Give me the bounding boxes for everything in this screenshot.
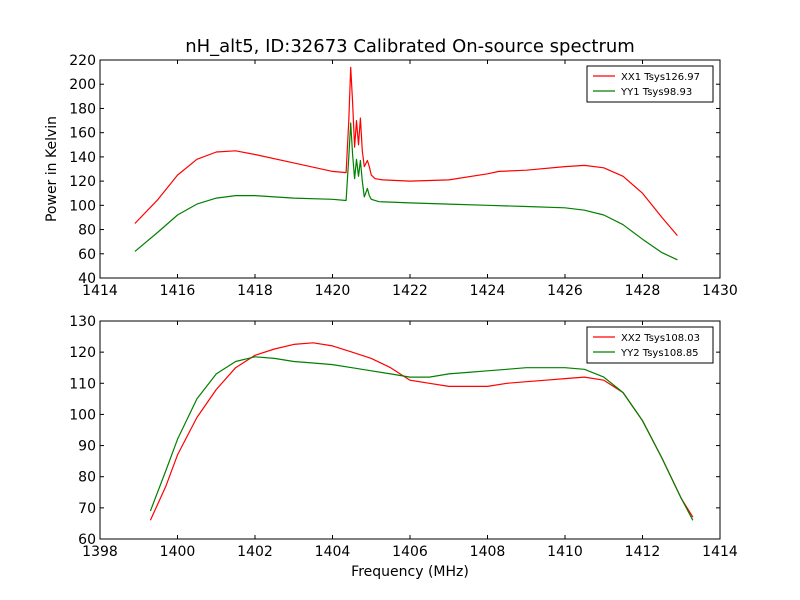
legend: XX2 Tsys108.03 YY2 Tsys108.85 xyxy=(586,326,714,364)
y-tick-label: 90 xyxy=(78,439,96,455)
x-tick-label: 1400 xyxy=(160,544,196,560)
y-axis-label: Power in Kelvin xyxy=(44,116,60,222)
legend: XX1 Tsys126.97 YY1 Tsys98.93 xyxy=(586,65,714,103)
series-line-1-2 xyxy=(134,122,678,261)
y-tick-label: 140 xyxy=(69,150,96,166)
x-tick-label: 1414 xyxy=(702,544,738,560)
figure-title: nH_alt5, ID:32673 Calibrated On-source s… xyxy=(185,36,635,57)
legend-entry: XX2 Tsys108.03 xyxy=(621,333,700,344)
series-line-2-1 xyxy=(149,342,694,521)
y-tick-label: 80 xyxy=(78,470,96,486)
y-tick-label: 110 xyxy=(69,376,96,392)
y-tick-label: 60 xyxy=(78,247,96,263)
legend-box xyxy=(586,326,714,364)
y-tick-label: 70 xyxy=(78,501,96,517)
y-tick-label: 60 xyxy=(78,532,96,548)
y-tick-label: 120 xyxy=(69,345,96,361)
x-tick-label: 1404 xyxy=(315,544,351,560)
y-tick-label: 180 xyxy=(69,101,96,117)
y-tick-label: 220 xyxy=(69,53,96,69)
y-tick-label: 80 xyxy=(78,223,96,239)
series-line-1-1 xyxy=(134,66,678,236)
y-tick-label: 100 xyxy=(69,198,96,214)
y-tick-label: 200 xyxy=(69,77,96,93)
y-tick-label: 120 xyxy=(69,174,96,190)
x-tick-label: 1406 xyxy=(392,544,428,560)
plots: 1414 1416 1418 1420 1422 1424 1426 1428 1430 40 60… xyxy=(44,53,738,580)
y-tick-label: 40 xyxy=(78,271,96,287)
legend-entry: YY1 Tsys98.93 xyxy=(620,87,692,98)
x-tick-label: 1414 xyxy=(82,283,118,299)
y-tick-label: 130 xyxy=(69,314,96,330)
x-tick-label: 1424 xyxy=(470,283,506,299)
plot-panel-1: 1414 1416 1418 1420 1422 1424 1426 1428 1430 40 60… xyxy=(44,53,738,299)
series-line-2-2 xyxy=(149,356,694,521)
x-tick-label: 1412 xyxy=(625,544,661,560)
x-tick-label: 1426 xyxy=(547,283,583,299)
x-tick-label: 1428 xyxy=(625,283,661,299)
x-tick-label: 1422 xyxy=(392,283,428,299)
x-tick-label: 1408 xyxy=(470,544,506,560)
x-tick-label: 1416 xyxy=(160,283,196,299)
x-tick-label: 1420 xyxy=(315,283,351,299)
y-tick-label: 160 xyxy=(69,126,96,142)
plot-panel-2: 1398 1400 1402 1404 1406 1408 1410 1412 1414 60 70… xyxy=(69,314,738,580)
x-axis-label: Frequency (MHz) xyxy=(351,564,469,580)
x-tick-label: 1418 xyxy=(237,283,273,299)
x-tick-label: 1398 xyxy=(82,544,118,560)
legend-box xyxy=(586,65,714,103)
y-tick-label: 100 xyxy=(69,407,96,423)
x-tick-label: 1402 xyxy=(237,544,273,560)
legend-entry: YY2 Tsys108.85 xyxy=(620,348,699,359)
x-tick-label: 1430 xyxy=(702,283,738,299)
x-tick-label: 1410 xyxy=(547,544,583,560)
legend-entry: XX1 Tsys126.97 xyxy=(621,72,700,83)
